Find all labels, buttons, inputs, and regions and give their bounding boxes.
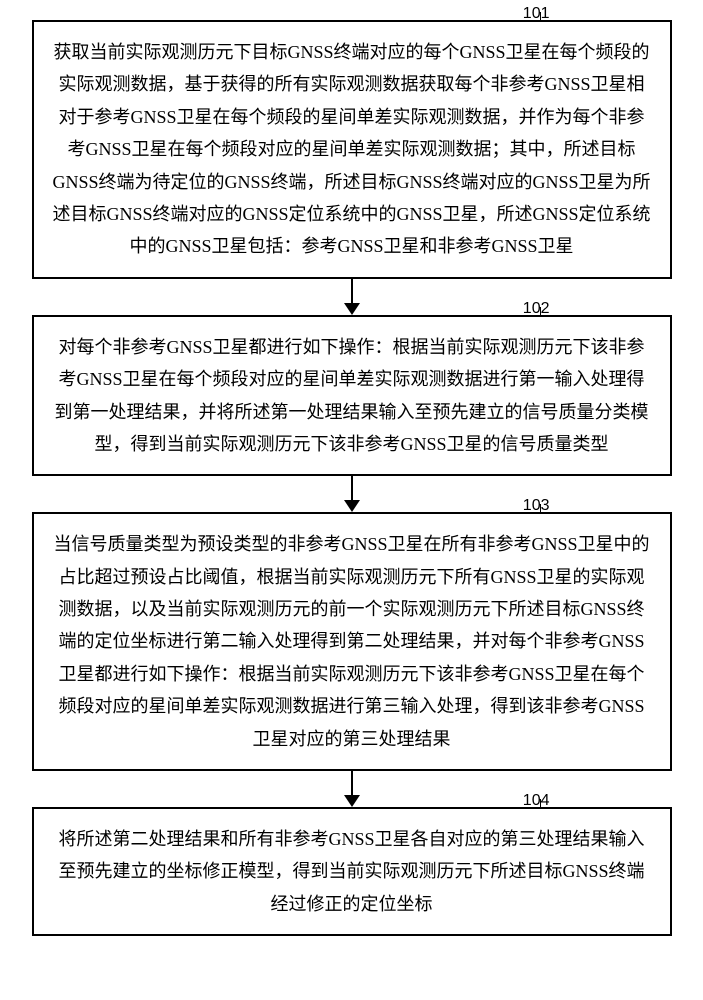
node-label: 102 [523,295,550,324]
arrow-down [344,771,360,807]
arrow-head [344,795,360,807]
arrow-head [344,303,360,315]
flowchart-node-102: 102 对每个非参考GNSS卫星都进行如下操作：根据当前实际观测历元下该非参考G… [32,315,672,477]
flowchart-node-101: 101 获取当前实际观测历元下目标GNSS终端对应的每个GNSS卫星在每个频段的… [32,20,672,279]
arrow-head [344,500,360,512]
node-label: 101 [523,0,550,29]
arrow-line [351,279,353,303]
flowchart-container: 101 获取当前实际观测历元下目标GNSS终端对应的每个GNSS卫星在每个频段的… [10,20,693,936]
arrow-down [344,476,360,512]
node-text: 获取当前实际观测历元下目标GNSS终端对应的每个GNSS卫星在每个频段的实际观测… [52,36,652,263]
arrow-down [344,279,360,315]
arrow-line [351,476,353,500]
node-text: 将所述第二处理结果和所有非参考GNSS卫星各自对应的第三处理结果输入至预先建立的… [52,823,652,920]
flowchart-node-104: 104 将所述第二处理结果和所有非参考GNSS卫星各自对应的第三处理结果输入至预… [32,807,672,936]
node-text: 对每个非参考GNSS卫星都进行如下操作：根据当前实际观测历元下该非参考GNSS卫… [52,331,652,461]
flowchart-node-103: 103 当信号质量类型为预设类型的非参考GNSS卫星在所有非参考GNSS卫星中的… [32,512,672,771]
node-label: 103 [523,492,550,521]
arrow-line [351,771,353,795]
node-label: 104 [523,787,550,816]
node-text: 当信号质量类型为预设类型的非参考GNSS卫星在所有非参考GNSS卫星中的占比超过… [52,528,652,755]
